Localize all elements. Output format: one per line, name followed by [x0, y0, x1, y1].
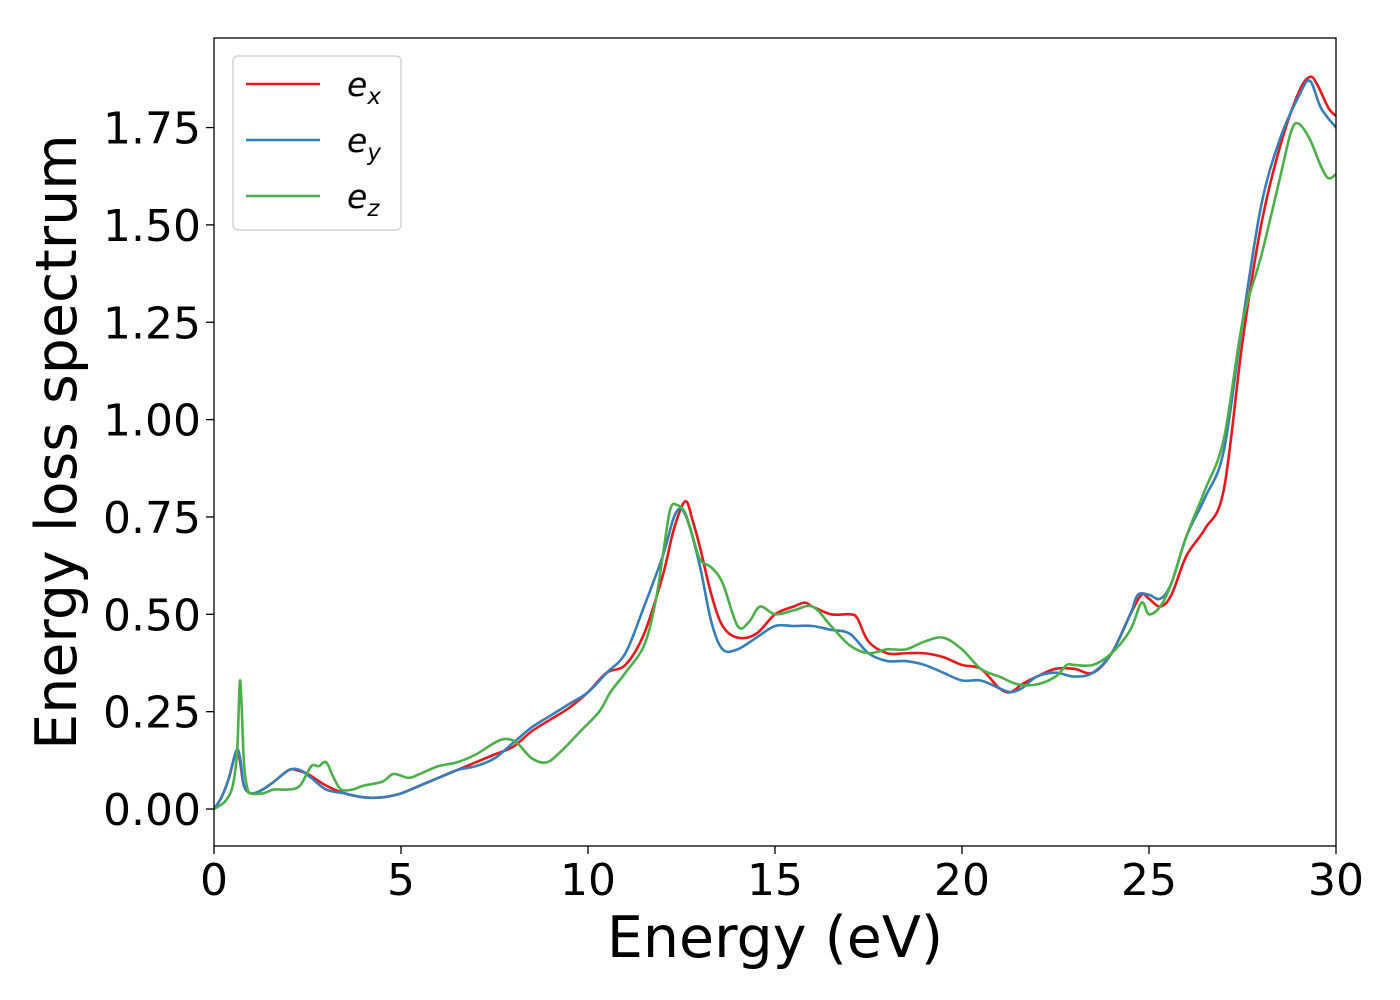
x-tick-label: 25 — [1121, 855, 1177, 906]
y-axis-ticks: 0.00 0.25 0.50 0.75 1.00 1.25 1.50 1.75 — [103, 104, 214, 836]
legend-label-y: ey — [347, 121, 381, 166]
legend-label-x: ex — [347, 65, 381, 110]
x-axis-ticks: 0 5 10 15 20 25 30 — [200, 846, 1364, 906]
y-tick-label: 0.75 — [103, 493, 201, 544]
legend: ex ey ez — [232, 55, 402, 231]
x-tick-label: 15 — [747, 855, 803, 906]
y-tick-label: 1.25 — [103, 298, 201, 349]
y-tick-label: 1.75 — [103, 104, 201, 155]
y-tick-label: 0.50 — [103, 590, 201, 641]
x-axis-title: Energy (eV) — [607, 905, 943, 971]
y-tick-label: 1.50 — [103, 201, 201, 252]
series-line-z — [214, 121, 1336, 811]
series-line-y — [214, 79, 1336, 811]
x-tick-label: 10 — [560, 855, 616, 906]
y-axis-title: Energy loss spectrum — [24, 134, 90, 750]
legend-label-z: ez — [347, 177, 380, 222]
x-tick-label: 30 — [1308, 855, 1364, 906]
legend-box — [232, 55, 402, 231]
x-tick-label: 20 — [934, 855, 990, 906]
y-tick-label: 0.00 — [103, 785, 201, 836]
y-tick-label: 0.25 — [103, 688, 201, 739]
x-tick-label: 5 — [387, 855, 415, 906]
x-tick-label: 0 — [200, 855, 228, 906]
y-tick-label: 1.00 — [103, 396, 201, 447]
series-layer — [214, 75, 1336, 811]
